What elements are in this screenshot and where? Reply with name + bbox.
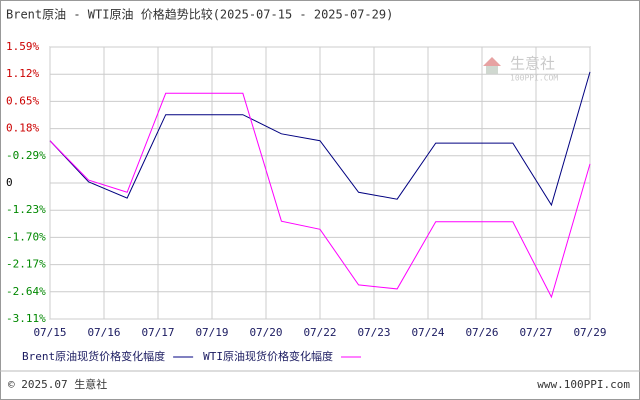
x-tick-label: 07/17 bbox=[141, 326, 174, 339]
y-tick-label: 0 bbox=[6, 176, 13, 189]
legend-label: Brent原油现货价格变化幅度 bbox=[22, 349, 165, 363]
series-line bbox=[49, 92, 591, 299]
x-tick-label: 07/16 bbox=[87, 326, 120, 339]
y-tick-label: -1.70% bbox=[6, 230, 46, 243]
x-tick-label: 07/15 bbox=[33, 326, 66, 339]
x-tick-label: 07/23 bbox=[357, 326, 390, 339]
footer-left: © 2025.07 生意社 bbox=[8, 377, 107, 391]
watermark: 生意社 100PPI.COM bbox=[483, 55, 558, 83]
watermark-site: 100PPI.COM bbox=[510, 74, 558, 83]
series-line bbox=[49, 71, 591, 207]
logo-house bbox=[486, 66, 498, 74]
y-tick-label: 1.12% bbox=[6, 67, 39, 80]
y-tick-label: -1.23% bbox=[6, 203, 46, 216]
y-tick-label: 0.18% bbox=[6, 122, 39, 135]
y-tick-label: -2.17% bbox=[6, 258, 46, 271]
legend-label: WTI原油现货价格变化幅度 bbox=[203, 349, 333, 363]
x-tick-label: 07/26 bbox=[465, 326, 498, 339]
x-tick-label: 07/20 bbox=[249, 326, 282, 339]
x-tick-label: 07/19 bbox=[195, 326, 228, 339]
y-tick-label: 1.59% bbox=[6, 40, 39, 53]
x-tick-label: 07/24 bbox=[411, 326, 444, 339]
chart-title: Brent原油 - WTI原油 价格趋势比较(2025-07-15 - 2025… bbox=[6, 7, 393, 22]
x-tick-label: 07/29 bbox=[573, 326, 606, 339]
watermark-name: 生意社 bbox=[510, 55, 555, 73]
y-tick-label: -2.64% bbox=[6, 285, 46, 298]
y-tick-label: -0.29% bbox=[6, 149, 46, 162]
y-tick-label: 0.65% bbox=[6, 94, 39, 107]
x-tick-label: 07/22 bbox=[303, 326, 336, 339]
y-tick-label: -3.11% bbox=[6, 312, 46, 325]
footer-right: www.100PPI.com bbox=[537, 378, 630, 391]
x-tick-label: 07/27 bbox=[519, 326, 552, 339]
logo-roof bbox=[483, 57, 501, 66]
